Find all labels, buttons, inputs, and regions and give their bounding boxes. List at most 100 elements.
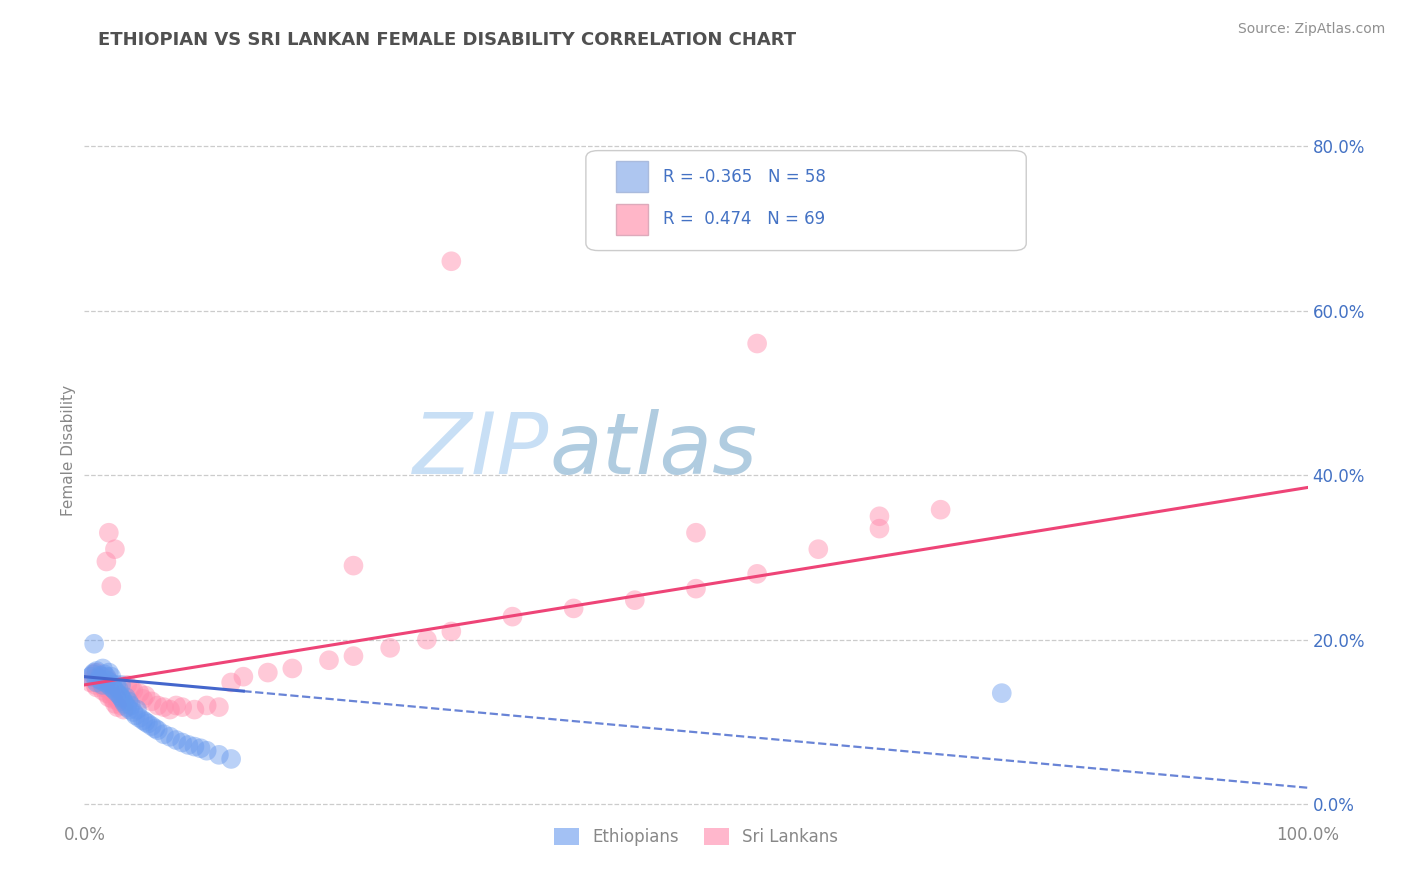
Point — [84, 678, 107, 692]
Point — [685, 582, 707, 596]
Point — [114, 697, 136, 711]
Point — [177, 738, 200, 752]
Point — [208, 747, 231, 762]
Point — [502, 609, 524, 624]
Point — [172, 700, 194, 714]
Point — [807, 542, 830, 557]
Point — [98, 683, 121, 698]
Point — [208, 700, 231, 714]
Point — [440, 254, 463, 268]
Point — [103, 686, 125, 700]
Point — [132, 713, 155, 727]
Point — [128, 711, 150, 725]
FancyBboxPatch shape — [586, 151, 1026, 251]
Point — [219, 752, 242, 766]
Point — [105, 700, 128, 714]
Y-axis label: Female Disability: Female Disability — [60, 384, 76, 516]
Point — [93, 681, 115, 695]
Point — [869, 522, 891, 536]
Point — [118, 703, 141, 717]
Point — [83, 665, 105, 680]
Point — [115, 700, 138, 714]
Point — [172, 735, 194, 749]
Point — [869, 509, 891, 524]
Text: ETHIOPIAN VS SRI LANKAN FEMALE DISABILITY CORRELATION CHART: ETHIOPIAN VS SRI LANKAN FEMALE DISABILIT… — [98, 31, 797, 49]
Point — [125, 703, 148, 717]
Point — [100, 579, 122, 593]
Point — [105, 690, 128, 705]
Point — [136, 716, 159, 731]
Point — [195, 744, 218, 758]
Point — [115, 678, 138, 692]
Point — [929, 502, 952, 516]
Point — [82, 667, 104, 681]
Point — [117, 694, 139, 708]
Point — [141, 719, 163, 733]
Point — [112, 703, 135, 717]
Point — [86, 664, 108, 678]
Point — [195, 698, 218, 713]
Point — [232, 670, 254, 684]
Point — [101, 678, 124, 692]
Point — [991, 686, 1014, 700]
Point — [132, 692, 155, 706]
Point — [153, 700, 176, 714]
Point — [105, 678, 128, 692]
Point — [90, 678, 112, 692]
Point — [82, 672, 104, 686]
Point — [125, 708, 148, 723]
Point — [562, 601, 585, 615]
Text: Source: ZipAtlas.com: Source: ZipAtlas.com — [1237, 22, 1385, 37]
Point — [83, 667, 105, 681]
Point — [98, 675, 121, 690]
Point — [97, 525, 120, 540]
Point — [86, 675, 108, 690]
Text: atlas: atlas — [550, 409, 758, 492]
Point — [100, 681, 122, 695]
Point — [747, 336, 769, 351]
Point — [104, 697, 127, 711]
Point — [90, 673, 112, 688]
Point — [94, 675, 117, 690]
Point — [318, 653, 340, 667]
Point — [93, 667, 115, 681]
Point — [380, 640, 402, 655]
Point — [165, 698, 187, 713]
Point — [107, 694, 129, 708]
Point — [159, 730, 181, 744]
Point — [141, 694, 163, 708]
Text: R =  0.474   N = 69: R = 0.474 N = 69 — [664, 211, 825, 228]
Point — [83, 637, 105, 651]
Point — [416, 632, 439, 647]
Point — [115, 690, 138, 705]
Point — [79, 675, 101, 690]
Point — [86, 681, 108, 695]
Point — [122, 683, 145, 698]
Point — [183, 703, 205, 717]
Point — [91, 678, 114, 692]
Point — [128, 686, 150, 700]
Point — [89, 673, 111, 688]
Point — [110, 678, 132, 692]
Point — [104, 683, 127, 698]
Point — [257, 665, 280, 680]
Point — [96, 686, 118, 700]
Point — [100, 689, 122, 703]
Point — [91, 670, 114, 684]
Point — [747, 566, 769, 581]
Point — [281, 661, 304, 675]
Point — [624, 593, 647, 607]
Point — [86, 665, 108, 680]
Point — [91, 661, 114, 675]
Point — [183, 739, 205, 754]
Point — [103, 681, 125, 696]
Point — [110, 698, 132, 713]
Point — [146, 723, 169, 738]
Point — [79, 670, 101, 684]
Point — [87, 670, 110, 684]
Point — [104, 542, 127, 557]
Legend: Ethiopians, Sri Lankans: Ethiopians, Sri Lankans — [547, 822, 845, 853]
Point — [342, 649, 364, 664]
Point — [97, 665, 120, 680]
Point — [97, 672, 120, 686]
